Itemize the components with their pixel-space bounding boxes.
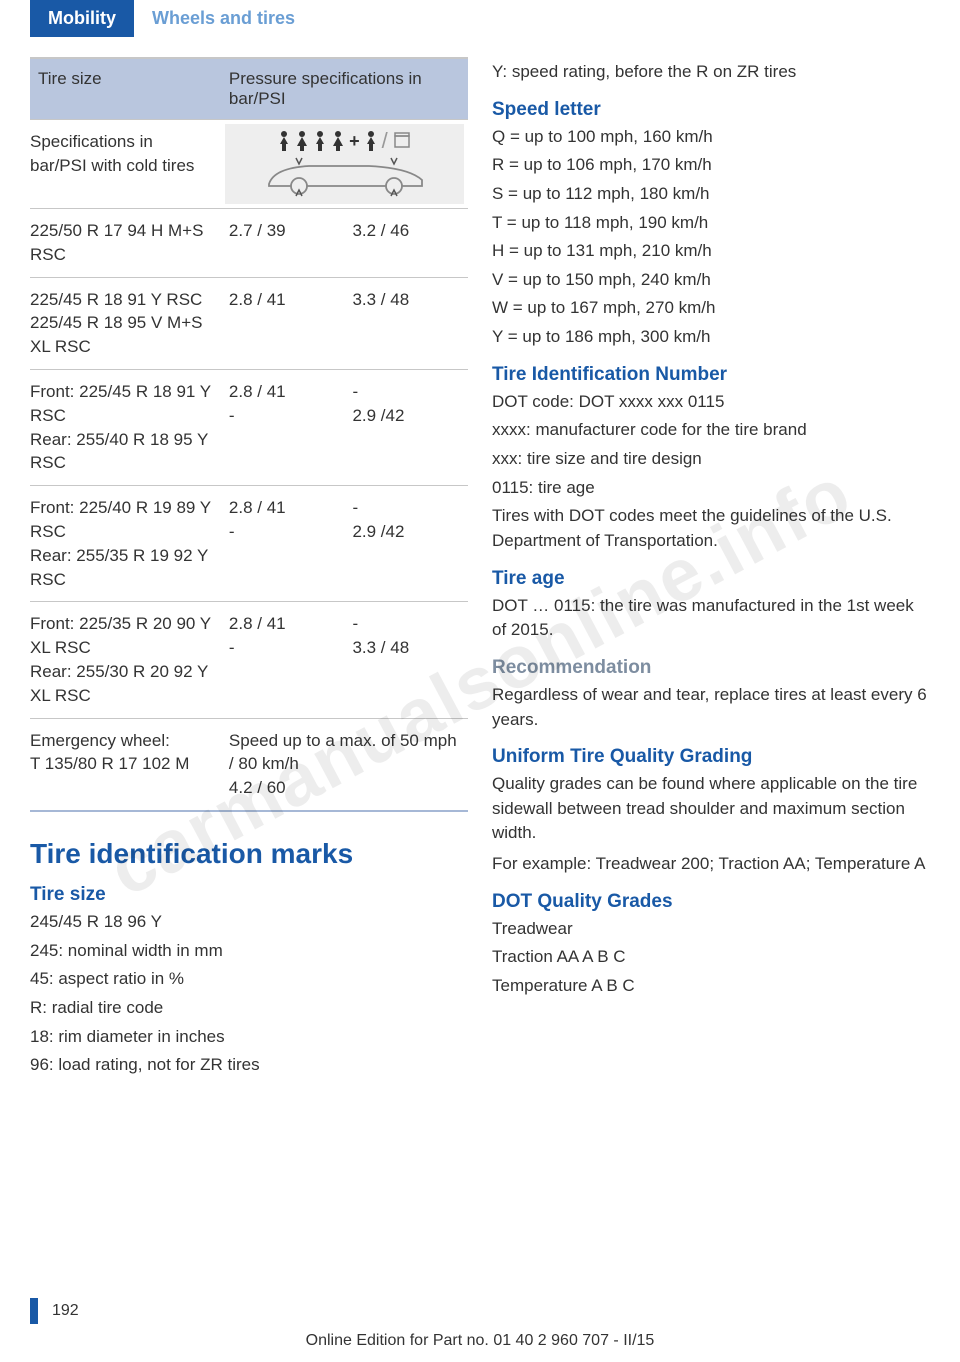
- tire-identification-heading: Tire identification marks: [30, 838, 468, 870]
- table-row: 225/45 R 18 91 Y RSC 225/45 R 18 95 V M+…: [30, 277, 221, 369]
- tire-size-heading: Tire size: [30, 884, 468, 906]
- table-row: Front: 225/40 R 19 89 Y RSC Rear: 255/35…: [30, 486, 221, 602]
- tire-age-heading: Tire age: [492, 568, 930, 590]
- tin-line: Tires with DOT codes meet the guidelines…: [492, 504, 930, 553]
- content: Tire size Pressure specifications in bar…: [0, 37, 960, 1082]
- tire-size-line: 245: nominal width in mm: [30, 939, 468, 964]
- table-cell: 2.8 / 41 -: [221, 602, 345, 718]
- utqg-heading: Uniform Tire Quality Grading: [492, 746, 930, 768]
- recommendation-heading: Recommendation: [492, 657, 930, 679]
- speed-letter-line: V = up to 150 mph, 240 km/h: [492, 268, 930, 293]
- table-cell: - 3.3 / 48: [344, 602, 468, 718]
- table-cell: 2.8 / 41 -: [221, 486, 345, 602]
- table-row: 225/50 R 17 94 H M+S RSC: [30, 209, 221, 278]
- tin-heading: Tire Identification Number: [492, 364, 930, 386]
- speed-letter-line: H = up to 131 mph, 210 km/h: [492, 239, 930, 264]
- tire-size-line: 245/45 R 18 96 Y: [30, 910, 468, 935]
- speed-letter-line: T = up to 118 mph, 190 km/h: [492, 211, 930, 236]
- header: Mobility Wheels and tires: [0, 0, 960, 37]
- tab-wheels: Wheels and tires: [134, 0, 313, 37]
- tire-age-text: DOT … 0115: the tire was manufactured in…: [492, 594, 930, 643]
- tire-size-line: 45: aspect ratio in %: [30, 967, 468, 992]
- tire-size-line: 18: rim diameter in inches: [30, 1025, 468, 1050]
- tab-mobility: Mobility: [30, 0, 134, 37]
- speed-letter-line: Q = up to 100 mph, 160 km/h: [492, 125, 930, 150]
- table-cell: Speed up to a max. of 50 mph / 80 km/h 4…: [221, 718, 468, 811]
- utqg-line: For example: Treadwear 200; Traction AA;…: [492, 852, 930, 877]
- diagram-icons: + /: [229, 130, 460, 152]
- table-cell: 2.8 / 41: [221, 277, 345, 369]
- th-tire-size: Tire size: [30, 58, 221, 120]
- recommendation-text: Regardless of wear and tear, replace tir…: [492, 683, 930, 732]
- tin-line: xxxx: manufacturer code for the tire bra…: [492, 418, 930, 443]
- tin-line: xxx: tire size and tire design: [492, 447, 930, 472]
- table-cell: - 2.9 /42: [344, 486, 468, 602]
- speed-letter-line: S = up to 112 mph, 180 km/h: [492, 182, 930, 207]
- tin-line: DOT code: DOT xxxx xxx 0115: [492, 390, 930, 415]
- page-number: 192: [30, 1298, 79, 1324]
- tire-size-line: R: radial tire code: [30, 996, 468, 1021]
- tire-size-line: 96: load rating, not for ZR tires: [30, 1053, 468, 1078]
- table-cell: 2.7 / 39: [221, 209, 345, 278]
- left-column: Tire size Pressure specifications in bar…: [30, 57, 468, 1082]
- table-cell: 3.3 / 48: [344, 277, 468, 369]
- y-rating-line: Y: speed rating, before the R on ZR tire…: [492, 60, 930, 85]
- speed-letter-line: R = up to 106 mph, 170 km/h: [492, 153, 930, 178]
- speed-letter-line: Y = up to 186 mph, 300 km/h: [492, 325, 930, 350]
- footer-edition: Online Edition for Part no. 01 40 2 960 …: [30, 1332, 930, 1350]
- header-tabs: Mobility Wheels and tires: [30, 0, 960, 37]
- speed-letter-line: W = up to 167 mph, 270 km/h: [492, 296, 930, 321]
- right-column: Y: speed rating, before the R on ZR tire…: [492, 57, 930, 1082]
- row-spec-label: Specifications in bar/PSI with cold tire…: [30, 120, 221, 209]
- table-cell: 3.2 / 46: [344, 209, 468, 278]
- car-icon: [254, 156, 434, 198]
- footer: 192 Online Edition for Part no. 01 40 2 …: [0, 1298, 960, 1362]
- table-row: Front: 225/35 R 20 90 Y XL RSC Rear: 255…: [30, 602, 221, 718]
- table-row: Front: 225/45 R 18 91 Y RSC Rear: 255/40…: [30, 369, 221, 485]
- th-pressure: Pressure specifications in bar/PSI: [221, 58, 468, 120]
- tin-line: 0115: tire age: [492, 476, 930, 501]
- speed-letter-heading: Speed letter: [492, 99, 930, 121]
- dot-line: Temperature A B C: [492, 974, 930, 999]
- dot-grades-heading: DOT Quality Grades: [492, 891, 930, 913]
- table-cell: - 2.9 /42: [344, 369, 468, 485]
- table-cell: 2.8 / 41 -: [221, 369, 345, 485]
- table-row: Emergency wheel: T 135/80 R 17 102 M: [30, 718, 221, 811]
- utqg-line: Quality grades can be found where applic…: [492, 772, 930, 846]
- pressure-table: Tire size Pressure specifications in bar…: [30, 57, 468, 812]
- dot-line: Treadwear: [492, 917, 930, 942]
- dot-line: Traction AA A B C: [492, 945, 930, 970]
- load-diagram: + /: [225, 124, 464, 204]
